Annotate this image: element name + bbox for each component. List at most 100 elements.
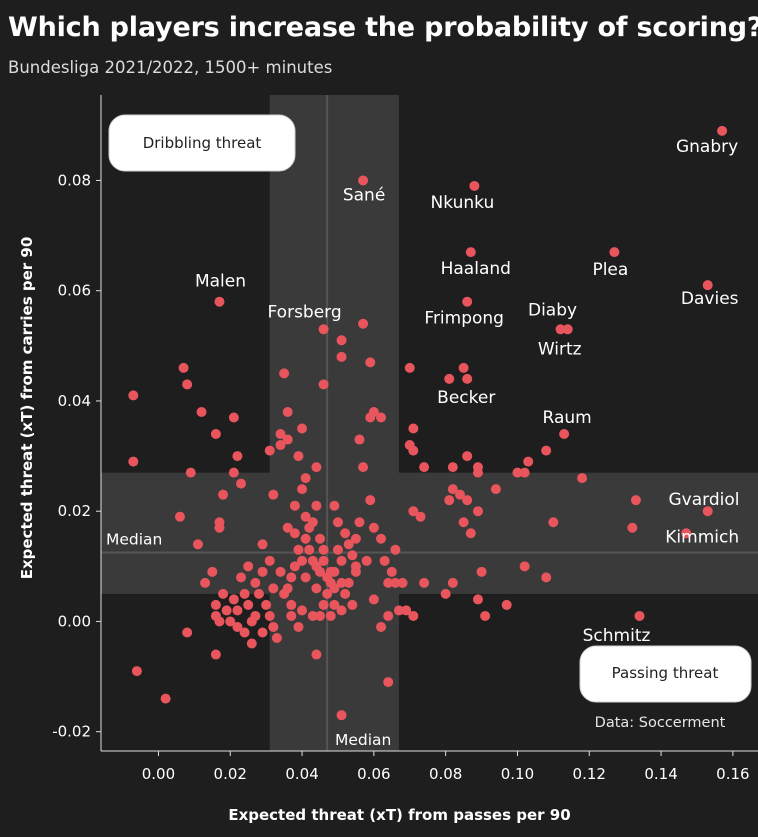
data-point	[419, 577, 430, 588]
data-point	[297, 555, 308, 566]
data-point	[178, 362, 189, 373]
data-point	[293, 451, 304, 462]
data-point	[358, 318, 369, 329]
player-label-davies: Davies	[681, 289, 739, 309]
data-point	[253, 588, 264, 599]
data-point	[239, 588, 250, 599]
data-point	[297, 423, 308, 434]
data-point	[236, 478, 247, 489]
data-point	[523, 456, 534, 467]
player-labels: Gnabry Sané Nkunku Haaland Plea Malen Davies Fo…	[195, 137, 740, 646]
data-point	[264, 445, 275, 456]
data-point	[210, 649, 221, 660]
data-point	[300, 572, 311, 583]
data-point	[236, 572, 247, 583]
player-label-becker: Becker	[437, 388, 495, 408]
data-point	[408, 610, 419, 621]
data-point	[307, 555, 318, 566]
data-point	[214, 522, 225, 533]
data-point	[232, 621, 243, 632]
data-point	[228, 594, 239, 605]
data-point	[257, 566, 268, 577]
data-point	[336, 577, 347, 588]
chart-title: Which players increase the probability o…	[8, 12, 758, 43]
y-tick-label: 0.00	[58, 612, 91, 630]
data-point	[358, 462, 369, 473]
x-tick-label: 0.14	[644, 765, 677, 783]
data-point	[397, 577, 408, 588]
data-point-gnabry	[717, 125, 728, 136]
data-point-wirtz	[562, 324, 573, 335]
data-point	[447, 577, 458, 588]
data-point	[160, 693, 171, 704]
data-point	[627, 522, 638, 533]
data-point	[297, 484, 308, 495]
x-median-band	[269, 95, 399, 751]
data-point	[329, 500, 340, 511]
data-point	[472, 467, 483, 478]
data-point	[332, 517, 343, 528]
data-point	[293, 544, 304, 555]
x-tick-label: 0.16	[716, 765, 749, 783]
data-point	[300, 533, 311, 544]
data-point	[462, 495, 473, 506]
x-axis-label: Expected threat (xT) from passes per 90	[228, 806, 570, 824]
data-point	[264, 555, 275, 566]
data-point	[458, 362, 469, 373]
data-point	[131, 666, 142, 677]
data-point	[268, 583, 279, 594]
x-tick-label: 0.10	[501, 765, 534, 783]
data-point	[200, 577, 211, 588]
data-point	[401, 605, 412, 616]
data-point	[548, 517, 559, 528]
data-point-gvardiol	[702, 506, 713, 517]
y-median-band	[101, 472, 758, 594]
y-tick-label: 0.06	[58, 282, 91, 300]
data-point	[318, 379, 329, 390]
data-point	[289, 500, 300, 511]
data-point	[275, 566, 286, 577]
data-point	[286, 572, 297, 583]
data-point	[182, 379, 193, 390]
data-point	[350, 533, 361, 544]
data-point	[289, 561, 300, 572]
data-point	[336, 335, 347, 346]
data-point-nkunku	[469, 180, 480, 191]
data-point	[196, 406, 207, 417]
data-point	[243, 561, 254, 572]
data-point	[332, 544, 343, 555]
data-point	[210, 599, 221, 610]
data-point	[268, 489, 279, 500]
data-point	[383, 677, 394, 688]
data-point	[393, 605, 404, 616]
data-point	[365, 357, 376, 368]
data-point	[336, 605, 347, 616]
data-point	[340, 528, 351, 539]
data-source: Data: Soccerment	[595, 715, 726, 731]
data-point-kimmich	[681, 528, 692, 539]
data-point	[207, 566, 218, 577]
data-point	[354, 434, 365, 445]
data-point-davies	[702, 280, 713, 291]
data-point	[315, 610, 325, 621]
data-point	[185, 467, 196, 478]
data-point	[304, 544, 315, 555]
data-point	[383, 577, 394, 588]
data-point	[311, 500, 322, 511]
data-point	[404, 362, 415, 373]
data-point	[462, 373, 473, 384]
x-tick-label: 0.08	[429, 765, 462, 783]
data-point	[415, 511, 426, 522]
data-point	[221, 605, 232, 616]
data-point	[329, 583, 340, 594]
player-label-sané: Sané	[343, 185, 385, 205]
data-point	[458, 517, 469, 528]
data-point	[128, 456, 139, 467]
data-point	[275, 429, 286, 440]
data-point-forsberg	[318, 324, 329, 335]
data-point	[376, 533, 387, 544]
data-point	[318, 555, 329, 566]
player-label-diaby: Diaby	[528, 300, 577, 320]
data-point-malen	[214, 296, 225, 307]
data-point	[318, 599, 329, 610]
